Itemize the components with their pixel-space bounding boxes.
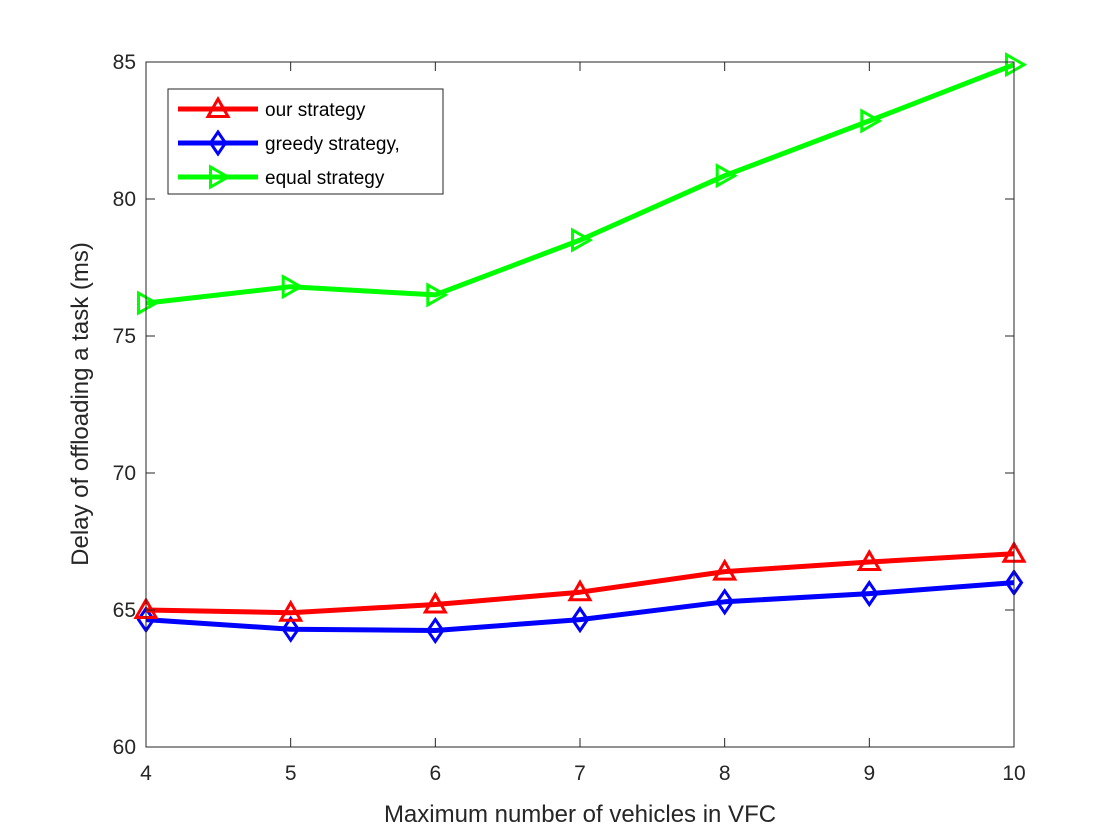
- data-point: [426, 282, 449, 308]
- data-point: [137, 290, 160, 316]
- data-point: [856, 548, 882, 571]
- data-point: [425, 616, 445, 645]
- x-tick-label: 7: [574, 762, 586, 785]
- data-point: [715, 163, 738, 189]
- series-line: [145, 551, 1015, 616]
- data-point: [712, 558, 738, 581]
- series-0: [133, 540, 1027, 622]
- y-tick-label: 60: [113, 736, 136, 759]
- legend-items: our strategy greedy strategy, equal strate…: [178, 95, 400, 190]
- legend-marker: [208, 129, 228, 157]
- legend-label: our strategy: [265, 100, 366, 121]
- legend-label: greedy strategy,: [265, 134, 400, 155]
- data-point: [278, 599, 304, 622]
- data-point: [422, 591, 448, 614]
- series-line: [145, 580, 1015, 633]
- y-tick-label: 70: [113, 462, 136, 485]
- x-tick-label: 5: [285, 762, 297, 785]
- y-tick-label: 85: [113, 51, 136, 74]
- legend-marker: [209, 164, 232, 190]
- legend: our strategy greedy strategy, equal strate…: [167, 88, 444, 195]
- legend-label: equal strategy: [265, 168, 385, 189]
- data-point: [570, 605, 590, 634]
- x-axis-title: Maximum number of vehicles in VFC: [384, 801, 776, 828]
- data-point: [281, 274, 304, 300]
- x-tick-label: 8: [719, 762, 731, 785]
- data-point: [859, 579, 879, 608]
- legend-item-1: greedy strategy,: [178, 129, 400, 157]
- y-tick-label: 80: [113, 188, 136, 211]
- legend-marker: [205, 95, 231, 118]
- y-axis-title: Delay of offloading a task (ms): [67, 242, 94, 566]
- x-tick-label: 9: [863, 762, 875, 785]
- data-point: [281, 615, 301, 643]
- legend-item-0: our strategy: [178, 95, 366, 121]
- data-point: [571, 227, 594, 253]
- data-point: [860, 108, 883, 134]
- y-tick-label: 65: [113, 599, 136, 622]
- ticks-layer: 4 5 6 7 8 9 10 60 65 70 75 80 85: [113, 51, 1026, 785]
- data-point: [1005, 52, 1028, 78]
- data-point: [567, 579, 593, 602]
- series-line: [145, 62, 1015, 306]
- legend-item-2: equal strategy: [178, 164, 385, 190]
- x-tick-label: 6: [429, 762, 441, 785]
- x-tick-label: 4: [140, 762, 152, 785]
- data-point: [715, 588, 735, 616]
- y-tick-label: 75: [113, 325, 136, 348]
- x-tick-label: 10: [1002, 762, 1025, 785]
- series-2: [137, 52, 1028, 316]
